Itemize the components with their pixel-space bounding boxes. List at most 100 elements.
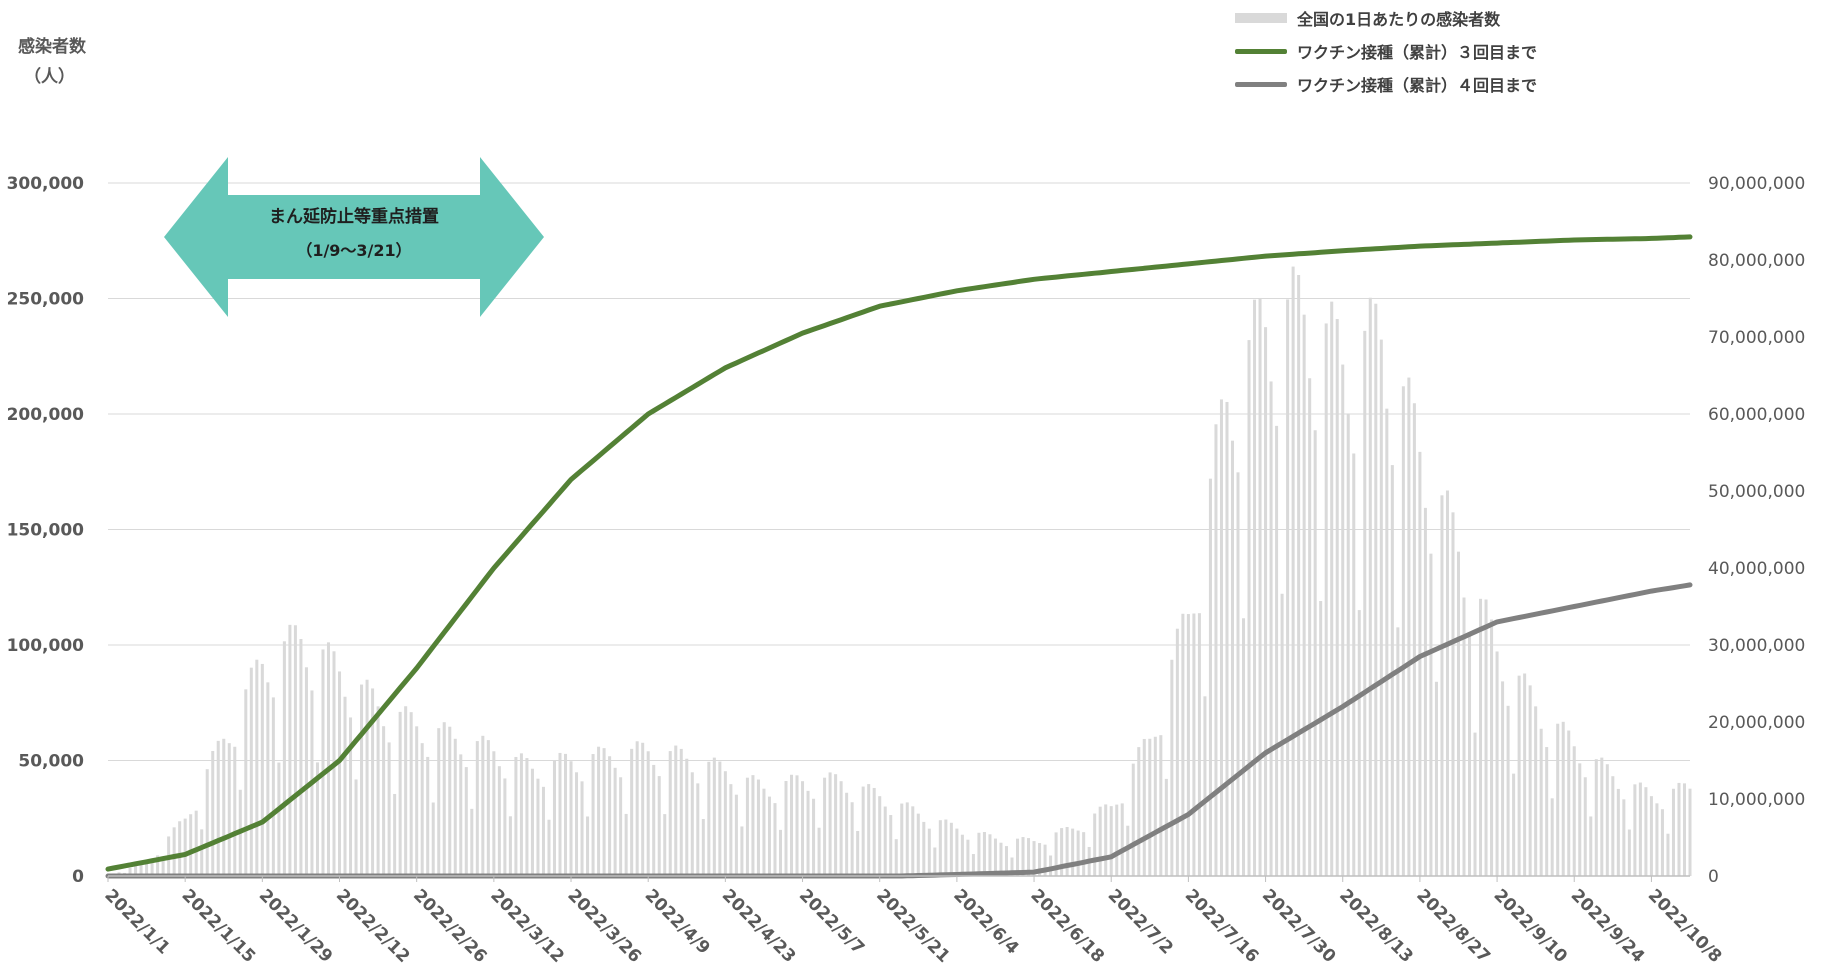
bar-daily-cases bbox=[1434, 681, 1438, 876]
bar-daily-cases bbox=[244, 689, 248, 876]
bar-daily-cases bbox=[514, 756, 518, 876]
bar-daily-cases bbox=[933, 847, 937, 876]
bar-daily-cases bbox=[889, 815, 893, 876]
bar-daily-cases bbox=[1379, 339, 1383, 876]
bar-daily-cases bbox=[1264, 327, 1268, 876]
bar-daily-cases bbox=[784, 781, 788, 876]
bar-daily-cases bbox=[1021, 837, 1025, 876]
bar-daily-cases bbox=[437, 728, 441, 876]
bar-daily-cases bbox=[1219, 399, 1223, 876]
bar-daily-cases bbox=[856, 830, 860, 876]
bar-daily-cases bbox=[1479, 598, 1483, 876]
bar-daily-cases bbox=[1506, 705, 1510, 876]
bar-daily-cases bbox=[1175, 628, 1179, 876]
y-right-tick-label: 60,000,000 bbox=[1708, 405, 1805, 425]
bar-daily-cases bbox=[580, 781, 584, 876]
bar-daily-cases bbox=[1247, 340, 1251, 877]
bar-daily-cases bbox=[1501, 681, 1505, 876]
bar-daily-cases bbox=[200, 829, 204, 876]
bar-daily-cases bbox=[966, 839, 970, 876]
x-tick-label: 2022/7/16 bbox=[1181, 885, 1262, 966]
bar-daily-cases bbox=[850, 802, 854, 876]
bar-daily-cases bbox=[1253, 299, 1257, 876]
bar-daily-cases bbox=[652, 764, 656, 876]
bar-daily-cases bbox=[139, 864, 143, 876]
bar-daily-cases bbox=[1120, 803, 1124, 876]
bar-daily-cases bbox=[993, 838, 997, 876]
bar-daily-cases bbox=[745, 777, 749, 876]
bar-daily-cases bbox=[1115, 804, 1119, 876]
x-tick-label: 2022/1/15 bbox=[178, 885, 259, 966]
bar-daily-cases bbox=[404, 706, 408, 876]
y-right-tick-label: 30,000,000 bbox=[1708, 636, 1805, 656]
bar-daily-cases bbox=[1065, 827, 1069, 876]
bar-daily-cases bbox=[1269, 381, 1273, 876]
bar-daily-cases bbox=[1214, 424, 1218, 876]
bar-daily-cases bbox=[839, 781, 843, 876]
bar-daily-cases bbox=[1363, 330, 1367, 877]
bar-daily-cases bbox=[778, 829, 782, 876]
bar-daily-cases bbox=[547, 819, 551, 876]
bar-daily-cases bbox=[586, 816, 590, 876]
bar-daily-cases bbox=[696, 783, 700, 876]
bar-daily-cases bbox=[486, 740, 490, 876]
bar-daily-cases bbox=[387, 742, 391, 876]
bar-daily-cases bbox=[497, 766, 501, 876]
bar-daily-cases bbox=[1043, 844, 1047, 876]
bar-daily-cases bbox=[1192, 613, 1196, 876]
x-tick-label: 2022/5/21 bbox=[872, 885, 953, 966]
bar-daily-cases bbox=[1054, 832, 1058, 876]
bar-daily-cases bbox=[878, 796, 882, 876]
bar-daily-cases bbox=[1638, 782, 1642, 876]
bar-daily-cases bbox=[536, 778, 540, 876]
bar-daily-cases bbox=[365, 679, 369, 876]
bar-daily-cases bbox=[867, 784, 871, 876]
bar-daily-cases bbox=[1677, 782, 1681, 876]
bar-daily-cases bbox=[156, 855, 160, 876]
x-tick-label: 2022/3/26 bbox=[563, 885, 644, 966]
bar-daily-cases bbox=[1484, 599, 1488, 876]
bar-daily-cases bbox=[194, 810, 198, 876]
bar-daily-cases bbox=[1688, 788, 1692, 876]
bar-daily-cases bbox=[1622, 799, 1626, 876]
bar-daily-cases bbox=[977, 832, 981, 876]
x-tick-label: 2022/10/8 bbox=[1644, 885, 1725, 966]
bar-daily-cases bbox=[431, 802, 435, 876]
bar-daily-cases bbox=[960, 834, 964, 876]
bar-daily-cases bbox=[1109, 806, 1113, 876]
bar-daily-cases bbox=[624, 813, 628, 876]
bar-daily-cases bbox=[282, 641, 286, 876]
bar-daily-cases bbox=[398, 711, 402, 876]
x-tick-label: 2022/7/2 bbox=[1104, 885, 1177, 958]
y-left-tick-label: 50,000 bbox=[18, 752, 84, 772]
bar-daily-cases bbox=[812, 798, 816, 876]
bar-daily-cases bbox=[723, 771, 727, 876]
bar-daily-cases bbox=[1655, 803, 1659, 876]
restriction-period-label: まん延防止等重点措置 （1/9～3/21） bbox=[228, 202, 480, 261]
bar-daily-cases bbox=[1275, 425, 1279, 876]
bar-daily-cases bbox=[608, 756, 612, 876]
bar-daily-cases bbox=[1495, 651, 1499, 876]
bar-daily-cases bbox=[1594, 759, 1598, 876]
bar-daily-cases bbox=[756, 779, 760, 876]
bar-daily-cases bbox=[1236, 472, 1240, 876]
bar-daily-cases bbox=[1032, 841, 1036, 876]
legend-swatch-dose3 bbox=[1235, 48, 1287, 54]
y-left-tick-label: 0 bbox=[72, 867, 84, 887]
bar-daily-cases bbox=[575, 772, 579, 876]
bar-daily-cases bbox=[453, 738, 457, 876]
bar-daily-cases bbox=[674, 745, 678, 876]
restriction-period-arrow bbox=[164, 157, 544, 317]
bar-daily-cases bbox=[508, 816, 512, 876]
bar-daily-cases bbox=[1076, 830, 1080, 876]
bar-daily-cases bbox=[828, 772, 832, 876]
bar-daily-cases bbox=[349, 717, 353, 876]
bar-daily-cases bbox=[1186, 614, 1190, 876]
bar-daily-cases bbox=[1572, 746, 1576, 876]
bar-daily-cases bbox=[564, 753, 568, 876]
bar-daily-cases bbox=[1534, 706, 1538, 876]
bar-daily-cases bbox=[1286, 299, 1290, 876]
bar-daily-cases bbox=[1556, 723, 1560, 876]
bar-daily-cases bbox=[1137, 747, 1141, 876]
bar-daily-cases bbox=[1060, 828, 1064, 876]
